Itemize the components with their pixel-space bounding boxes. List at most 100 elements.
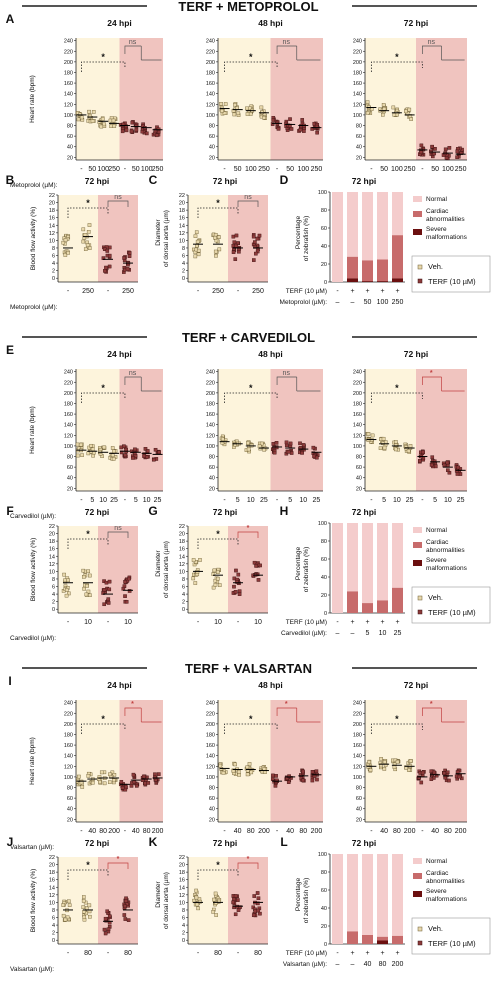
data-point bbox=[394, 443, 398, 447]
tick-label: 0 bbox=[52, 938, 55, 944]
x-tick-label: - bbox=[107, 950, 110, 957]
x-tick-label: 80 bbox=[254, 950, 262, 957]
x-tick-label: - bbox=[237, 619, 240, 626]
legend-swatch bbox=[413, 858, 422, 864]
tick-label: 14 bbox=[49, 554, 55, 560]
legend-label: malformations bbox=[426, 234, 468, 241]
panel-letter: F bbox=[6, 504, 13, 518]
data-point bbox=[111, 457, 116, 461]
data-point bbox=[103, 916, 108, 921]
tick-label: 0 bbox=[52, 276, 55, 282]
sig-label: * bbox=[86, 860, 90, 870]
data-point bbox=[102, 781, 107, 786]
tick-label: 180 bbox=[64, 401, 73, 407]
data-point bbox=[109, 124, 113, 128]
panel-letter: E bbox=[6, 343, 14, 357]
dose-label: Carvedilol (µM): bbox=[10, 635, 56, 642]
data-point bbox=[429, 777, 434, 781]
y-axis-label: Diameter bbox=[155, 549, 162, 576]
section-rule bbox=[22, 5, 147, 7]
data-point bbox=[234, 580, 239, 584]
data-point bbox=[108, 780, 112, 784]
tick-label: 160 bbox=[353, 743, 362, 749]
y-axis-label: Heart rate (bpm) bbox=[29, 737, 36, 785]
data-point bbox=[86, 451, 91, 456]
tick-label: 14 bbox=[179, 885, 185, 891]
y-axis-label: of zebrafish (%) bbox=[303, 547, 310, 593]
data-point bbox=[255, 891, 260, 895]
legend-label: Cardiac bbox=[426, 208, 449, 215]
data-point bbox=[212, 568, 217, 573]
tick-label: 140 bbox=[206, 92, 215, 98]
legend-swatch bbox=[413, 873, 422, 879]
legend-label: TERF (10 µM) bbox=[428, 939, 476, 948]
bar-severe bbox=[347, 278, 358, 282]
x-tick-label: 25 bbox=[110, 497, 118, 504]
data-point bbox=[195, 239, 200, 244]
bar-cardiac bbox=[392, 587, 403, 613]
data-point bbox=[302, 129, 306, 133]
section-title: TERF + METOPROLOL bbox=[178, 0, 318, 14]
data-point bbox=[256, 578, 261, 582]
data-point bbox=[365, 111, 370, 115]
x-tick-label: 80 bbox=[99, 828, 107, 835]
tick-label: 18 bbox=[179, 539, 185, 545]
y-axis-label: of zebrafish (%) bbox=[303, 878, 310, 924]
data-point bbox=[83, 233, 88, 237]
x-tick-label: - bbox=[370, 166, 373, 173]
sig-bracket bbox=[107, 531, 129, 538]
data-point bbox=[129, 784, 134, 788]
sig-bracket bbox=[370, 392, 423, 403]
data-point bbox=[234, 233, 239, 238]
panel-title: 72 hpi bbox=[352, 176, 377, 186]
tick-label: 240 bbox=[64, 701, 73, 707]
panel-title: 72 hpi bbox=[85, 507, 110, 517]
data-point bbox=[276, 127, 281, 131]
sig-label: * bbox=[86, 529, 90, 539]
legend-swatch bbox=[413, 527, 422, 533]
sig-label: * bbox=[131, 701, 134, 708]
x-tick-label: 50 bbox=[234, 166, 242, 173]
x-tick-label: - bbox=[276, 166, 279, 173]
legend-label: abnormalities bbox=[426, 547, 465, 554]
data-point bbox=[87, 223, 92, 227]
data-point bbox=[198, 558, 202, 562]
data-point bbox=[154, 133, 159, 138]
data-point bbox=[233, 442, 237, 447]
data-point bbox=[419, 143, 424, 148]
data-point bbox=[433, 464, 438, 469]
tick-label: 14 bbox=[179, 554, 185, 560]
data-point bbox=[271, 442, 276, 446]
tick-label: 20 bbox=[179, 532, 185, 538]
data-point bbox=[417, 775, 421, 780]
tick-label: 60 bbox=[356, 796, 362, 802]
data-point bbox=[106, 601, 111, 605]
tick-label: 10 bbox=[179, 900, 185, 906]
data-point bbox=[370, 433, 375, 438]
tick-label: 20 bbox=[179, 201, 185, 207]
data-point bbox=[133, 447, 137, 452]
sig-label: * bbox=[249, 383, 253, 393]
data-point bbox=[91, 453, 95, 458]
tick-label: 8 bbox=[182, 246, 185, 252]
data-point bbox=[289, 451, 294, 455]
data-point bbox=[87, 246, 92, 250]
data-point bbox=[107, 264, 112, 269]
data-point bbox=[76, 117, 81, 122]
data-point bbox=[78, 442, 83, 447]
legend-label: TERF (10 µM) bbox=[428, 277, 476, 286]
data-point bbox=[194, 560, 198, 564]
x-tick-label: - bbox=[124, 497, 127, 504]
tick-label: 240 bbox=[353, 370, 362, 376]
tick-label: 160 bbox=[206, 412, 215, 418]
tick-label: 8 bbox=[182, 577, 185, 583]
x-tick-label: - bbox=[67, 288, 70, 295]
tick-label: 140 bbox=[206, 423, 215, 429]
section-title: TERF + VALSARTAN bbox=[185, 661, 312, 676]
tick-label: 180 bbox=[64, 70, 73, 76]
tick-label: 20 bbox=[67, 817, 73, 823]
data-point bbox=[381, 103, 386, 107]
x-tick-label: + bbox=[365, 950, 369, 957]
x-tick-label: 100 bbox=[442, 166, 454, 173]
data-point bbox=[198, 899, 202, 904]
